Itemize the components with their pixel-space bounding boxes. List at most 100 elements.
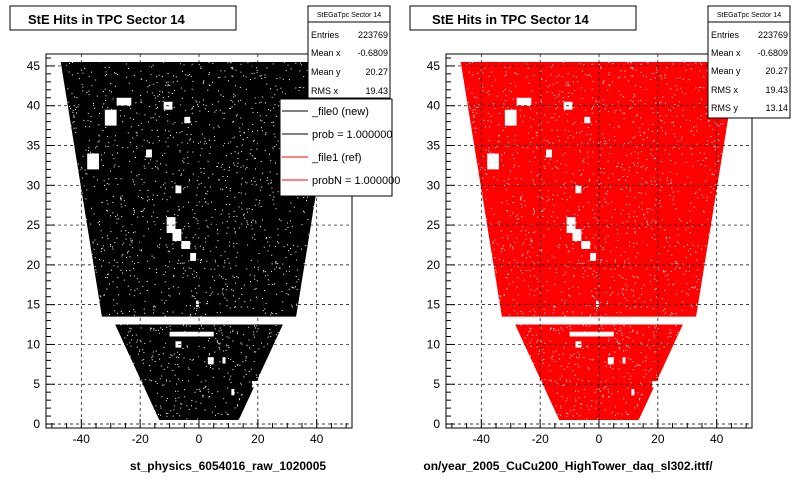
y-tick-label: 45 bbox=[427, 59, 441, 73]
axis-ticks bbox=[46, 57, 347, 428]
y-tick-label: 40 bbox=[427, 99, 441, 113]
y-tick-label: 0 bbox=[33, 417, 40, 431]
x-tick-label: 0 bbox=[596, 432, 603, 446]
dead-pad-hole bbox=[516, 97, 532, 106]
left-title-box bbox=[9, 5, 237, 31]
dead-pad-hole bbox=[175, 185, 182, 194]
x-tick-label: -40 bbox=[473, 432, 491, 446]
y-tick-label: 25 bbox=[427, 218, 441, 232]
dead-pad-hole bbox=[196, 300, 199, 308]
hit-scatter-region bbox=[460, 61, 738, 421]
y-tick-label: 25 bbox=[27, 218, 41, 232]
left-chart-title: StE Hits in TPC Sector 14 bbox=[28, 12, 186, 27]
x-tick-label: 40 bbox=[710, 432, 724, 446]
legend-label-prob: prob = 1.000000 bbox=[312, 129, 392, 141]
y-tick-label: 5 bbox=[433, 377, 440, 391]
left-histogram-panel: StE Hits in TPC Sector 14 -40 -20 0 20 40 0 5 1… bbox=[9, 5, 353, 473]
legend-label-probn: probN = 1.000000 bbox=[312, 175, 400, 187]
left-stats-value-mean-y: 20.27 bbox=[365, 67, 388, 77]
y-tick-label: 5 bbox=[33, 377, 40, 391]
x-tick-label: -20 bbox=[531, 432, 549, 446]
dead-pad-hole bbox=[181, 241, 191, 249]
dead-pad-hole bbox=[184, 116, 191, 124]
grid-lines bbox=[446, 54, 752, 428]
y-tick-label: 35 bbox=[27, 139, 41, 153]
x-tick-label: -40 bbox=[73, 432, 91, 446]
y-tick-label: 20 bbox=[27, 258, 41, 272]
right-stats-label-rms-y: RMS y bbox=[711, 103, 739, 113]
left-stats-label-mean-x: Mean x bbox=[311, 48, 341, 58]
dead-pad-hole bbox=[104, 109, 117, 126]
right-stats-box: StEGaTpc Sector 14 Entries 223769 Mean x… bbox=[707, 5, 791, 119]
dead-pad-hole bbox=[166, 217, 176, 234]
dead-pad-hole bbox=[504, 109, 517, 126]
y-tick-label: 30 bbox=[27, 178, 41, 192]
dead-pad-hole bbox=[575, 185, 582, 194]
dead-pad-hole bbox=[116, 97, 132, 106]
left-stats-value-entries: 223769 bbox=[358, 30, 388, 40]
dead-pad-hole bbox=[231, 389, 235, 396]
dead-pad-hole bbox=[172, 229, 182, 241]
y-tick-label: 30 bbox=[427, 178, 441, 192]
right-stats-label-entries: Entries bbox=[711, 30, 740, 40]
right-stats-value-rms-y: 13.14 bbox=[765, 103, 788, 113]
dead-pad-hole bbox=[546, 149, 552, 158]
dead-pad-hole bbox=[631, 389, 635, 396]
right-chart-title: StE Hits in TPC Sector 14 bbox=[432, 12, 590, 27]
y-tick-label: 35 bbox=[427, 139, 441, 153]
legend-label-file1: _file1 (ref) bbox=[311, 152, 362, 164]
right-plot-area: -40 -20 0 20 40 0 5 10 15 20 25 30 35 40 45 bbox=[427, 53, 753, 446]
right-stats-name: StEGaTpc Sector 14 bbox=[717, 12, 781, 19]
legend: _file0 (new) prob = 1.000000 _file1 (ref… bbox=[279, 98, 400, 197]
right-stats-label-mean-y: Mean y bbox=[711, 66, 741, 76]
x-tick-label: 20 bbox=[651, 432, 665, 446]
dead-pad-hole bbox=[596, 300, 599, 308]
left-stats-box: StEGaTpc Sector 14 Entries 223769 Mean x… bbox=[307, 5, 391, 99]
dead-pad-hole bbox=[566, 217, 576, 234]
left-stats-label-entries: Entries bbox=[311, 30, 340, 40]
dead-pad-hole bbox=[569, 331, 614, 337]
dead-pad-hole bbox=[169, 331, 214, 337]
left-stats-value-mean-x: -0.6809 bbox=[357, 48, 388, 58]
right-stats-label-mean-x: Mean x bbox=[711, 48, 741, 58]
y-tick-label: 15 bbox=[427, 298, 441, 312]
right-stats-value-mean-y: 20.27 bbox=[765, 66, 788, 76]
outer-sector-hits bbox=[60, 61, 338, 317]
y-tick-label: 15 bbox=[27, 298, 41, 312]
right-stats-label-rms-x: RMS x bbox=[711, 85, 739, 95]
left-stats-name: StEGaTpc Sector 14 bbox=[317, 12, 381, 19]
y-tick-label: 20 bbox=[427, 258, 441, 272]
dead-pad-hole bbox=[146, 149, 152, 158]
right-stats-value-mean-x: -0.6809 bbox=[757, 48, 788, 58]
dead-pad-hole bbox=[651, 381, 658, 388]
dead-pad-hole bbox=[251, 381, 258, 388]
x-tick-label: 20 bbox=[251, 432, 265, 446]
axis-ticks bbox=[446, 57, 747, 428]
right-stats-value-entries: 223769 bbox=[758, 30, 788, 40]
dead-pad-hole bbox=[622, 357, 626, 364]
right-title-box bbox=[409, 5, 637, 31]
x-tick-label: 40 bbox=[310, 432, 324, 446]
x-tick-label: 0 bbox=[196, 432, 203, 446]
right-stats-value-rms-x: 19.43 bbox=[765, 85, 788, 95]
left-stats-label-rms-x: RMS x bbox=[311, 86, 339, 96]
dead-pad-hole bbox=[607, 357, 614, 365]
dead-pad-hole bbox=[207, 357, 214, 365]
dead-pad-hole bbox=[584, 116, 591, 124]
dead-pad-hole bbox=[572, 229, 582, 241]
y-tick-label: 10 bbox=[27, 337, 41, 351]
left-stats-label-mean-y: Mean y bbox=[311, 67, 341, 77]
right-histogram-panel: StE Hits in TPC Sector 14 -40 -20 0 20 40 0 5 1… bbox=[409, 5, 753, 473]
dead-pad-hole bbox=[590, 252, 597, 261]
dead-pad-hole bbox=[190, 252, 197, 261]
y-tick-label: 40 bbox=[27, 99, 41, 113]
y-tick-label: 0 bbox=[433, 417, 440, 431]
y-tick-label: 10 bbox=[427, 337, 441, 351]
right-x-axis-label: on/year_2005_CuCu200_HighTower_daq_sl302… bbox=[423, 459, 713, 473]
outer-sector-hits bbox=[460, 61, 738, 317]
left-stats-value-rms-x: 19.43 bbox=[365, 86, 388, 96]
dead-pad-hole bbox=[87, 153, 99, 170]
dead-pad-hole bbox=[581, 241, 591, 249]
legend-label-file0: _file0 (new) bbox=[311, 106, 369, 118]
